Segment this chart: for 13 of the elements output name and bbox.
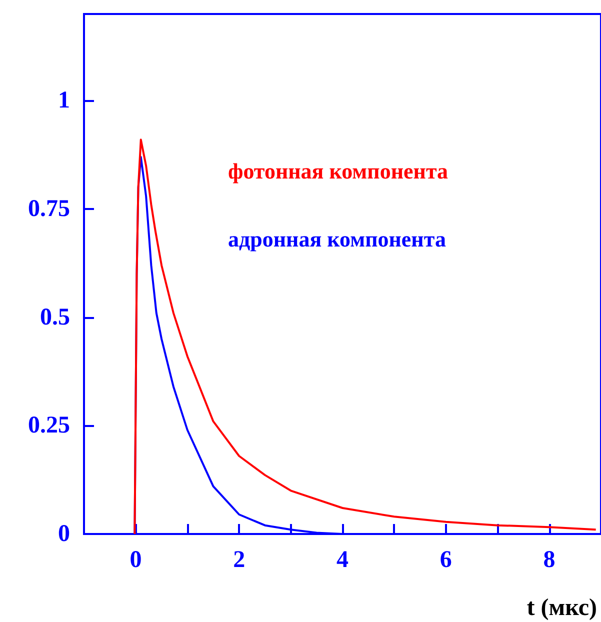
y-tick-label: 0.5 [40, 304, 70, 330]
text: фотонная компонента [228, 158, 448, 184]
x-tick-label: 2 [233, 547, 246, 573]
y-tick-label: 0.25 [28, 412, 70, 439]
x-tick-label: 4 [336, 547, 348, 573]
x-tick-label: 6 [440, 547, 452, 573]
y-tick-label: 0 [58, 521, 70, 547]
y-tick-label: 1 [58, 88, 70, 114]
y-tick-label: 0.75 [28, 196, 70, 222]
x-axis-title: t (мкс) [526, 595, 598, 621]
text: адронная компонента [228, 226, 446, 252]
x-tick-label: 0 [130, 547, 142, 573]
x-tick-label: 8 [543, 547, 556, 573]
